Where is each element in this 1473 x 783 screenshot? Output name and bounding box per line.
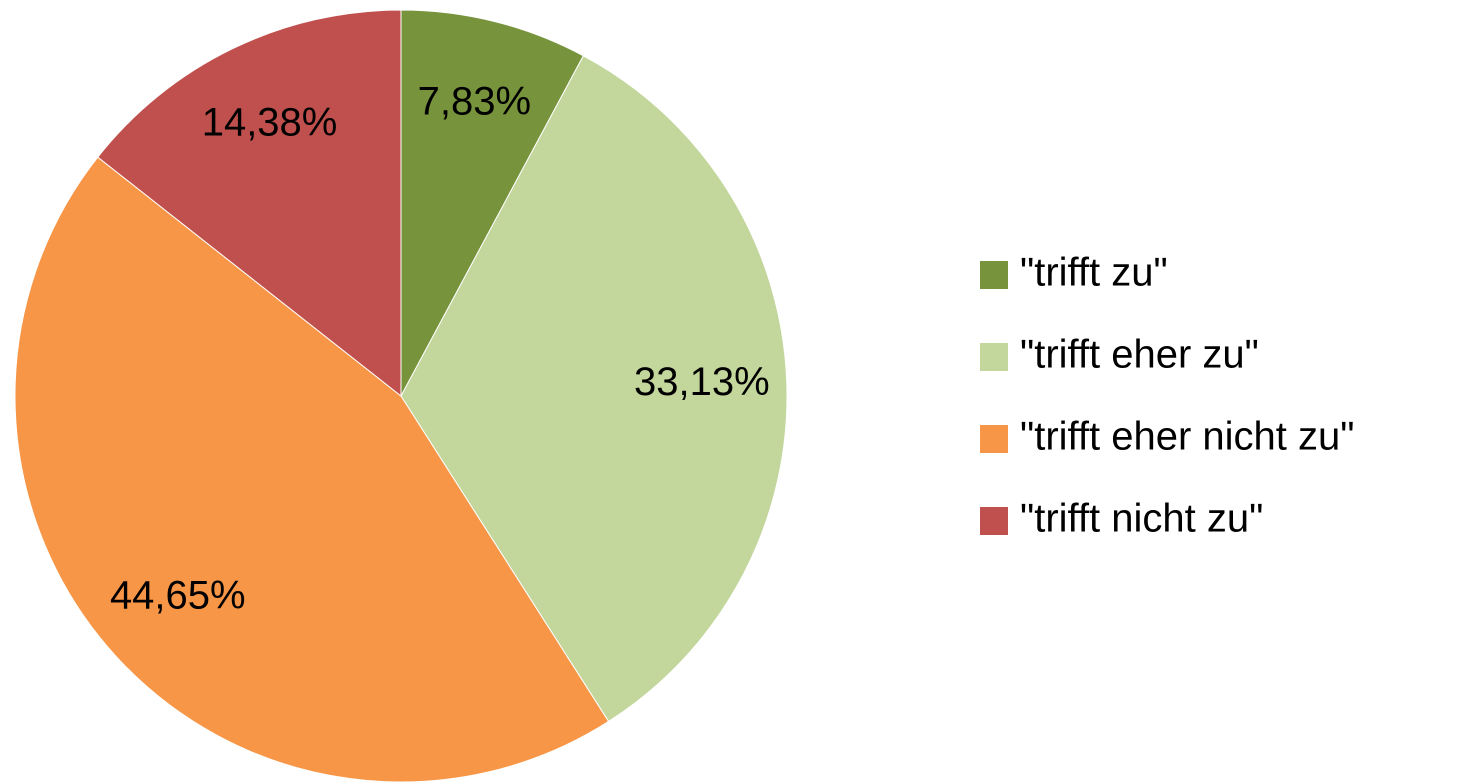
legend-swatch bbox=[980, 343, 1008, 371]
pie-slice bbox=[97, 9, 402, 398]
legend-label: "trifft eher zu" bbox=[1020, 333, 1259, 377]
legend-label: "trifft nicht zu" bbox=[1020, 497, 1263, 541]
legend-swatch bbox=[980, 425, 1008, 453]
legend-label: "trifft zu" bbox=[1020, 251, 1168, 295]
data-label: 44,65% bbox=[110, 574, 246, 618]
data-label: 33,13% bbox=[634, 360, 770, 404]
pie-slice bbox=[400, 55, 788, 723]
data-label: 7,83% bbox=[418, 80, 531, 124]
data-label: 14,38% bbox=[202, 101, 338, 145]
legend-swatch bbox=[980, 507, 1008, 535]
legend-label: "trifft eher nicht zu" bbox=[1020, 415, 1354, 459]
legend-swatch bbox=[980, 261, 1008, 289]
pie-slice bbox=[14, 156, 610, 783]
pie-slice bbox=[400, 9, 585, 397]
